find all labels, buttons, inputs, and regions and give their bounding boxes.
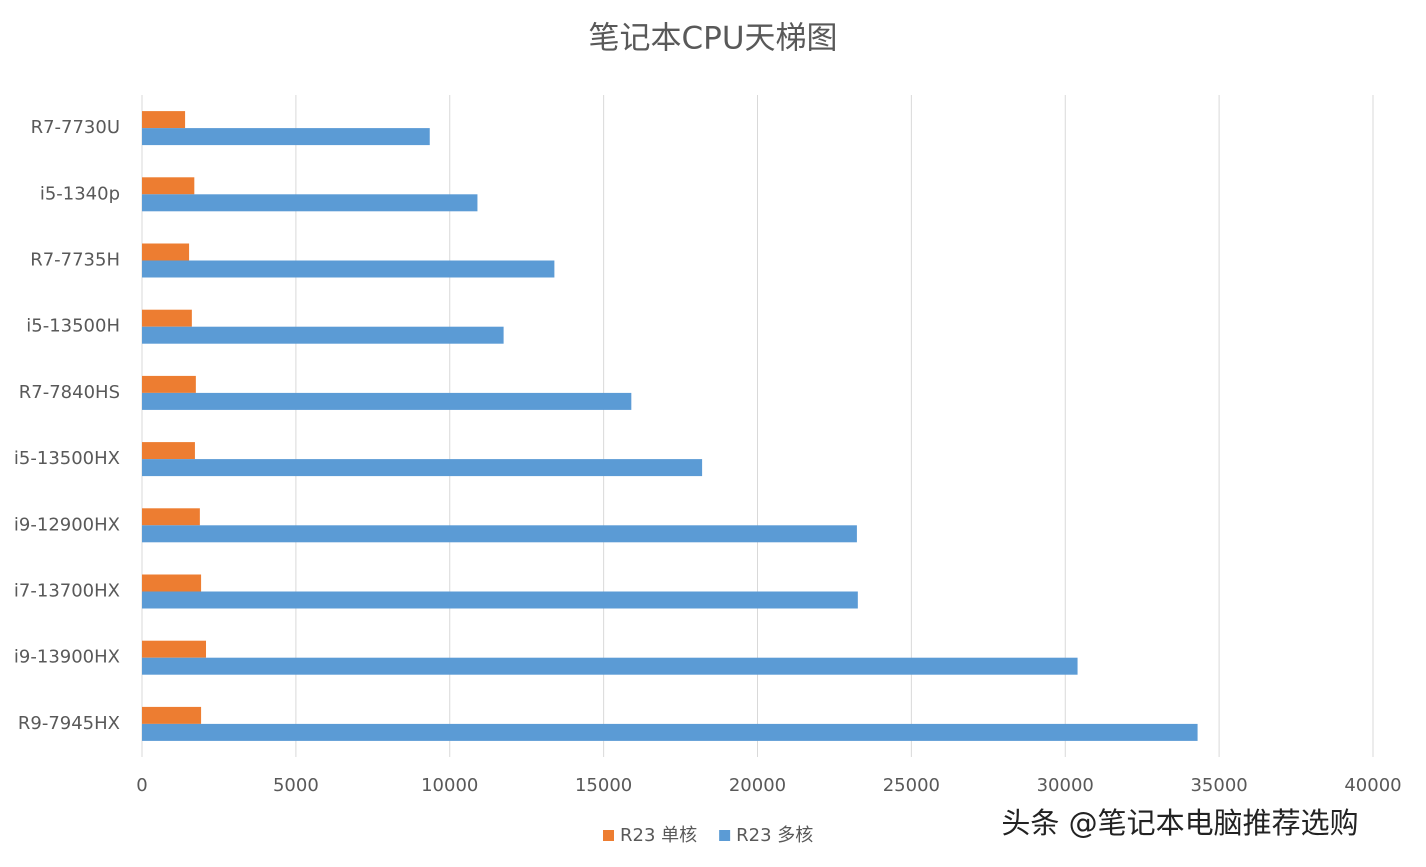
x-tick-label: 20000 <box>729 775 786 796</box>
bar <box>142 260 555 278</box>
bar <box>142 574 202 592</box>
y-tick-label: i5-1340p <box>40 183 120 204</box>
y-tick-label: i9-13900HX <box>14 647 120 668</box>
x-tick-label: 35000 <box>1190 775 1247 796</box>
y-tick-label: i7-13700HX <box>14 581 120 602</box>
bar <box>142 128 430 146</box>
x-tick-label: 10000 <box>421 775 478 796</box>
y-tick-label: R9-7945HX <box>18 713 120 734</box>
bar <box>142 111 186 129</box>
x-tick-label: 5000 <box>273 775 319 796</box>
watermark: 头条 @笔记本电脑推荐选购 <box>1001 806 1358 840</box>
bar <box>142 392 632 410</box>
bar <box>142 459 703 477</box>
chart-title: 笔记本CPU天梯图 <box>588 21 837 57</box>
y-tick-label: i5-13500H <box>26 316 120 337</box>
bar <box>142 177 195 195</box>
legend-label: R23 多核 <box>736 825 813 846</box>
x-tick-label: 0 <box>136 775 147 796</box>
legend-swatch <box>719 830 731 841</box>
y-tick-label: R7-7735H <box>30 250 120 271</box>
bar <box>142 243 190 261</box>
bar <box>142 309 192 327</box>
legend-swatch <box>603 830 614 841</box>
x-tick-label: 15000 <box>575 775 632 796</box>
bar <box>142 525 857 543</box>
y-tick-label: i5-13500HX <box>14 448 120 469</box>
y-tick-label: i9-12900HX <box>14 514 120 535</box>
y-tick-label: R7-7840HS <box>19 382 120 403</box>
bar <box>142 706 202 724</box>
legend-label: R23 单核 <box>620 825 697 846</box>
x-tick-label: 25000 <box>883 775 940 796</box>
bar <box>142 591 858 609</box>
bar <box>142 508 200 526</box>
bar <box>142 442 195 460</box>
bar <box>142 657 1078 675</box>
bar <box>142 326 504 344</box>
bar <box>142 723 1198 741</box>
y-tick-label: R7-7730U <box>31 117 120 138</box>
x-tick-label: 30000 <box>1037 775 1094 796</box>
bar <box>142 375 196 393</box>
bar <box>142 194 478 212</box>
bar <box>142 640 207 658</box>
x-tick-label: 40000 <box>1344 775 1401 796</box>
